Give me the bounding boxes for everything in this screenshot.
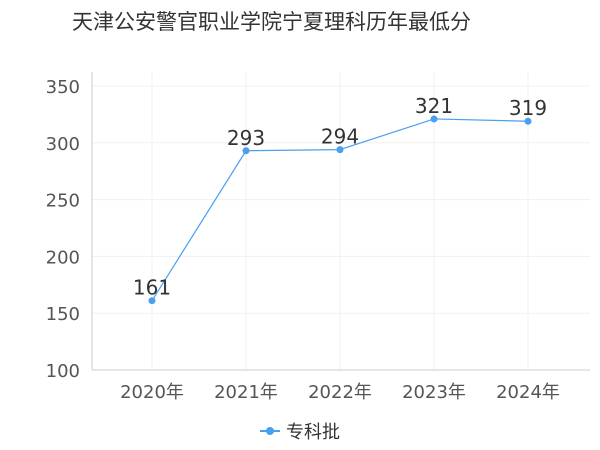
- data-label: 319: [509, 96, 547, 120]
- data-point: [430, 115, 438, 123]
- data-point: [336, 146, 344, 154]
- legend-label: 专科批: [286, 422, 340, 443]
- legend-item[interactable]: 专科批: [260, 418, 340, 444]
- y-tick-label: 250: [46, 191, 80, 212]
- data-label: 321: [415, 94, 453, 118]
- data-label: 294: [321, 125, 359, 149]
- axes: [91, 72, 590, 371]
- x-tick-label: 2023年: [402, 382, 466, 403]
- y-tick-label: 200: [46, 247, 80, 268]
- legend-line-marker-icon: [260, 425, 280, 437]
- x-tick-label: 2020年: [120, 382, 184, 403]
- data-point: [242, 147, 250, 155]
- legend: 专科批: [0, 418, 600, 444]
- y-tick-label: 300: [46, 134, 80, 155]
- y-tick-label: 350: [46, 77, 80, 98]
- y-tick-label: 150: [46, 304, 80, 325]
- x-tick-label: 2022年: [308, 382, 372, 403]
- series-group: 161 293 294 321 319: [133, 94, 547, 305]
- x-axis-ticks: 2020年 2021年 2022年 2023年 2024年: [120, 382, 560, 403]
- y-tick-label: 100: [46, 361, 80, 382]
- chart-title: 天津公安警官职业学院宁夏理科历年最低分: [72, 10, 471, 34]
- data-point: [524, 117, 532, 125]
- x-tick-label: 2021年: [214, 382, 278, 403]
- data-point: [148, 297, 156, 305]
- x-tick-label: 2024年: [496, 382, 560, 403]
- data-label: 293: [227, 126, 265, 150]
- data-label: 161: [133, 276, 171, 300]
- y-axis-ticks: 100 150 200 250 300 350: [46, 77, 80, 382]
